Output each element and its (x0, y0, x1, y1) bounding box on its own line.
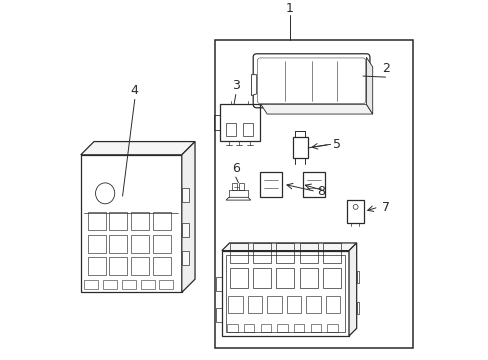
Bar (356, 271, 359, 283)
Bar (122, 280, 136, 289)
Bar (276, 268, 294, 288)
Bar (305, 296, 320, 313)
Bar (266, 296, 281, 313)
Bar (159, 280, 173, 289)
Bar (109, 212, 127, 230)
Bar (310, 324, 321, 332)
Bar (182, 223, 189, 237)
Bar (322, 243, 340, 263)
Text: 8: 8 (317, 185, 325, 198)
Text: 6: 6 (231, 162, 239, 175)
Bar (244, 324, 254, 332)
Ellipse shape (95, 183, 115, 204)
Bar (356, 302, 359, 314)
Bar (247, 296, 262, 313)
Text: 5: 5 (333, 138, 341, 151)
Bar (299, 243, 317, 263)
Bar (141, 280, 154, 289)
Bar (226, 123, 236, 136)
Bar (109, 235, 127, 253)
Bar (131, 212, 149, 230)
Bar (87, 257, 105, 275)
Bar (242, 123, 252, 136)
Bar (220, 104, 260, 141)
Bar (260, 324, 270, 332)
Bar (293, 324, 304, 332)
Bar (131, 257, 149, 275)
Bar (286, 296, 301, 313)
Bar (182, 251, 189, 265)
Bar (222, 251, 348, 336)
Bar (260, 171, 281, 197)
Bar (231, 183, 236, 190)
Text: 2: 2 (381, 62, 389, 75)
Bar (103, 280, 117, 289)
Bar (276, 243, 294, 263)
Bar (214, 40, 413, 348)
Bar (303, 171, 324, 197)
Bar (131, 235, 149, 253)
Bar (229, 268, 247, 288)
Polygon shape (225, 197, 250, 200)
Text: 4: 4 (131, 84, 139, 96)
Polygon shape (182, 141, 195, 292)
Bar (84, 280, 98, 289)
Bar (327, 324, 337, 332)
Polygon shape (222, 243, 356, 251)
Bar (226, 324, 237, 332)
Polygon shape (260, 104, 372, 114)
Bar (292, 138, 307, 158)
Text: 1: 1 (285, 3, 293, 15)
Bar (322, 268, 340, 288)
Bar (346, 200, 363, 223)
Bar (252, 268, 270, 288)
Bar (225, 255, 344, 332)
Bar (109, 257, 127, 275)
Bar (277, 324, 287, 332)
Polygon shape (366, 57, 372, 114)
Polygon shape (251, 75, 256, 96)
Bar (182, 188, 189, 202)
Bar (252, 243, 270, 263)
Bar (239, 183, 244, 190)
Text: 3: 3 (231, 79, 239, 92)
Bar (229, 243, 247, 263)
Bar (228, 296, 242, 313)
FancyBboxPatch shape (253, 54, 369, 108)
Bar (87, 235, 105, 253)
Bar (299, 268, 317, 288)
Bar (152, 212, 170, 230)
Bar (87, 212, 105, 230)
Bar (81, 155, 182, 292)
Text: 7: 7 (381, 201, 389, 213)
Polygon shape (348, 243, 356, 336)
Bar (325, 296, 340, 313)
Bar (152, 257, 170, 275)
Bar (152, 235, 170, 253)
Polygon shape (81, 141, 195, 155)
